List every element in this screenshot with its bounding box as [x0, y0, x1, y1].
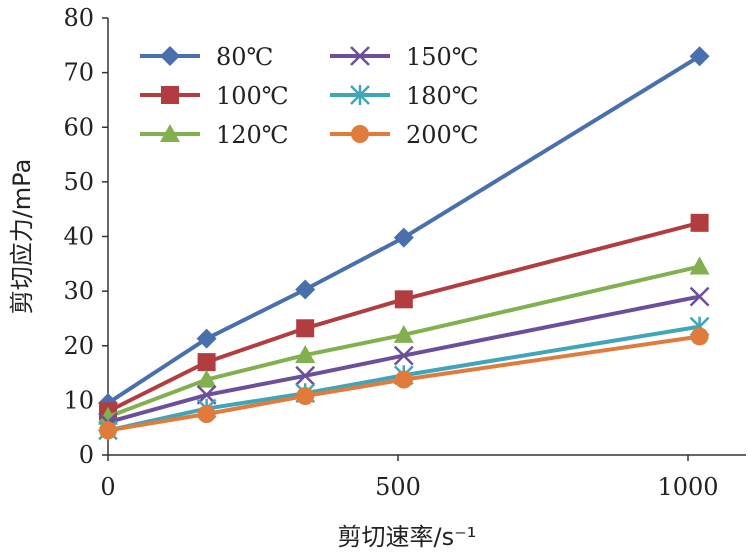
- legend-label: 180℃: [406, 82, 479, 110]
- data-point-marker: [689, 256, 710, 275]
- data-point-marker: [99, 421, 117, 440]
- x-tick-label: 1000: [657, 473, 718, 501]
- y-tick-label: 30: [63, 277, 94, 305]
- y-tick-label: 40: [63, 223, 94, 251]
- legend-label: 120℃: [216, 121, 289, 149]
- legend-item: 100℃: [140, 82, 289, 110]
- data-point-marker: [295, 365, 316, 386]
- data-point-marker: [351, 125, 369, 143]
- data-point-marker: [296, 387, 315, 406]
- y-tick-label: 10: [63, 386, 94, 414]
- data-point-marker: [393, 227, 414, 248]
- legend-label: 200℃: [406, 121, 479, 149]
- y-axis-title: 剪切应力/mPa: [8, 159, 36, 315]
- y-tick-label: 60: [63, 113, 94, 141]
- x-axis-title: 剪切速率/s⁻¹: [338, 523, 477, 551]
- data-point-marker: [160, 124, 180, 142]
- legend-item: 180℃: [330, 82, 479, 110]
- data-point-marker: [689, 46, 710, 67]
- data-point-marker: [295, 279, 316, 300]
- y-tick-label: 0: [79, 441, 94, 469]
- legend-item: 150℃: [330, 43, 479, 71]
- legend-label: 100℃: [216, 82, 289, 110]
- legend-label: 150℃: [406, 43, 479, 71]
- data-point-marker: [394, 290, 413, 309]
- data-point-marker: [295, 345, 316, 364]
- data-point-marker: [161, 86, 179, 104]
- data-point-marker: [690, 327, 709, 346]
- y-tick-label: 20: [63, 332, 94, 360]
- series-200℃: [99, 327, 709, 440]
- legend-item: 120℃: [140, 121, 289, 149]
- x-tick-label: 500: [375, 473, 421, 501]
- x-axis-ticks: 0 500 1000: [100, 455, 719, 501]
- y-tick-label: 70: [63, 59, 94, 87]
- data-point-marker: [689, 286, 710, 307]
- data-point-marker: [196, 369, 217, 388]
- y-tick-label: 50: [63, 168, 94, 196]
- series-120℃: [98, 256, 710, 425]
- data-point-marker: [296, 319, 315, 338]
- data-point-marker: [393, 324, 414, 343]
- data-point-marker: [350, 85, 370, 105]
- data-point-marker: [160, 46, 180, 66]
- series-line: [107, 294, 700, 425]
- data-point-marker: [197, 405, 216, 424]
- legend: 80℃ 100℃ 120℃ 150℃ 180℃ 200℃: [140, 43, 479, 149]
- x-tick-label: 0: [100, 473, 115, 501]
- data-point-marker: [197, 353, 216, 372]
- legend-item: 200℃: [330, 121, 479, 149]
- series-150℃: [98, 286, 710, 433]
- data-point-marker: [393, 345, 414, 366]
- y-axis-ticks: 0 10 20 30 40 50 60 70 80: [63, 4, 108, 469]
- series-layer: [98, 46, 710, 441]
- data-point-marker: [394, 370, 413, 389]
- legend-label: 80℃: [216, 43, 273, 71]
- y-tick-label: 80: [63, 4, 94, 32]
- legend-item: 80℃: [140, 43, 273, 71]
- series-80℃: [98, 46, 710, 414]
- series-100℃: [99, 213, 709, 421]
- data-point-marker: [350, 46, 370, 66]
- data-point-marker: [690, 213, 709, 232]
- data-point-marker: [196, 328, 217, 349]
